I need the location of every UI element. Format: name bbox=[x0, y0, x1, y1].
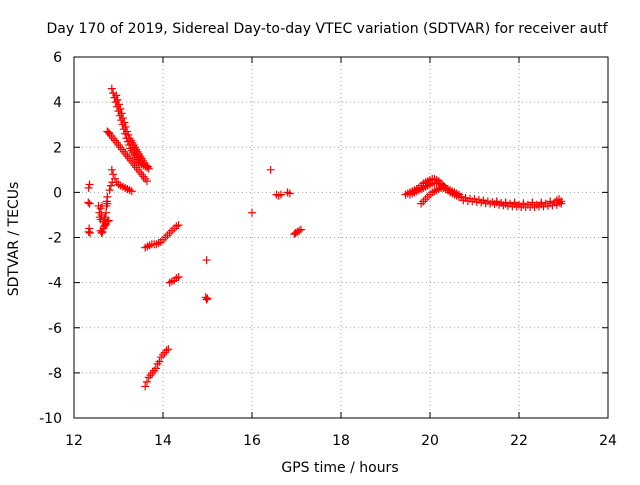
data-point bbox=[266, 165, 275, 174]
data-point bbox=[477, 198, 486, 207]
data-point bbox=[114, 100, 123, 109]
grid-layer bbox=[74, 57, 608, 418]
data-point bbox=[142, 177, 151, 186]
data-point bbox=[84, 198, 93, 207]
data-point bbox=[97, 228, 106, 237]
y-tick-label: -8 bbox=[48, 366, 62, 382]
data-point bbox=[85, 199, 94, 208]
y-tick-label: 2 bbox=[53, 140, 62, 156]
data-point bbox=[104, 216, 113, 225]
data-point bbox=[546, 197, 555, 206]
y-tick-label: -4 bbox=[48, 276, 62, 292]
data-point bbox=[113, 95, 122, 104]
data-point bbox=[142, 377, 151, 386]
x-tick-label: 18 bbox=[332, 433, 350, 449]
data-point bbox=[124, 130, 133, 139]
y-tick-label: -2 bbox=[48, 231, 62, 247]
data-point bbox=[296, 225, 305, 234]
data-point bbox=[117, 109, 126, 118]
data-point bbox=[121, 122, 130, 131]
data-point bbox=[276, 190, 285, 199]
data-point bbox=[141, 382, 150, 391]
data-point bbox=[105, 186, 114, 195]
data-point bbox=[548, 201, 557, 210]
data-point bbox=[528, 198, 537, 207]
data-point bbox=[127, 187, 136, 196]
data-point bbox=[85, 180, 94, 189]
y-tick-label: 6 bbox=[53, 50, 62, 66]
data-point bbox=[101, 213, 110, 222]
y-tick-label: -6 bbox=[48, 321, 62, 337]
data-point bbox=[174, 221, 183, 230]
data-point bbox=[164, 345, 173, 354]
x-tick-label: 14 bbox=[154, 433, 172, 449]
data-point bbox=[155, 357, 164, 366]
y-axis-label: SDTVAR / TECUs bbox=[6, 182, 22, 297]
data-point bbox=[103, 192, 112, 201]
data-point bbox=[248, 208, 256, 217]
data-point bbox=[84, 227, 93, 236]
data-point bbox=[202, 256, 211, 265]
x-tick-label: 20 bbox=[421, 433, 439, 449]
y-tick-label: 4 bbox=[53, 95, 62, 111]
data-point bbox=[102, 208, 111, 217]
data-point bbox=[537, 198, 546, 207]
x-tick-label: 16 bbox=[243, 433, 261, 449]
data-point bbox=[122, 127, 131, 136]
data-point bbox=[107, 84, 116, 93]
data-point bbox=[202, 295, 211, 304]
data-point bbox=[112, 91, 121, 100]
x-tick-label: 22 bbox=[510, 433, 528, 449]
data-point bbox=[120, 118, 129, 127]
chart-title: Day 170 of 2019, Sidereal Day-to-day VTE… bbox=[46, 21, 608, 37]
data-point bbox=[519, 199, 528, 208]
data-point bbox=[98, 227, 107, 236]
data-point bbox=[142, 161, 151, 170]
data-point bbox=[501, 198, 510, 207]
y-tick-label: -10 bbox=[39, 411, 62, 427]
data-point bbox=[151, 364, 160, 373]
x-axis-label: GPS time / hours bbox=[281, 460, 398, 476]
data-points-layer bbox=[84, 84, 566, 391]
data-point bbox=[109, 170, 118, 179]
data-point bbox=[110, 174, 119, 183]
data-point bbox=[285, 189, 294, 198]
data-point bbox=[295, 226, 304, 235]
data-point bbox=[459, 196, 468, 205]
data-point bbox=[203, 294, 212, 303]
data-point bbox=[118, 113, 127, 122]
data-point bbox=[116, 104, 125, 113]
data-point bbox=[510, 198, 519, 207]
data-point bbox=[174, 272, 183, 281]
data-point bbox=[106, 181, 115, 190]
data-point bbox=[162, 346, 171, 355]
x-tick-label: 12 bbox=[65, 433, 83, 449]
data-point bbox=[103, 217, 112, 226]
data-point bbox=[86, 228, 95, 237]
x-tick-label: 24 bbox=[599, 433, 617, 449]
data-point bbox=[143, 162, 152, 171]
data-point bbox=[492, 197, 501, 206]
data-point bbox=[107, 165, 116, 174]
data-point bbox=[472, 197, 481, 206]
data-point bbox=[84, 183, 93, 192]
y-tick-label: 0 bbox=[53, 185, 62, 201]
data-point bbox=[555, 195, 564, 204]
